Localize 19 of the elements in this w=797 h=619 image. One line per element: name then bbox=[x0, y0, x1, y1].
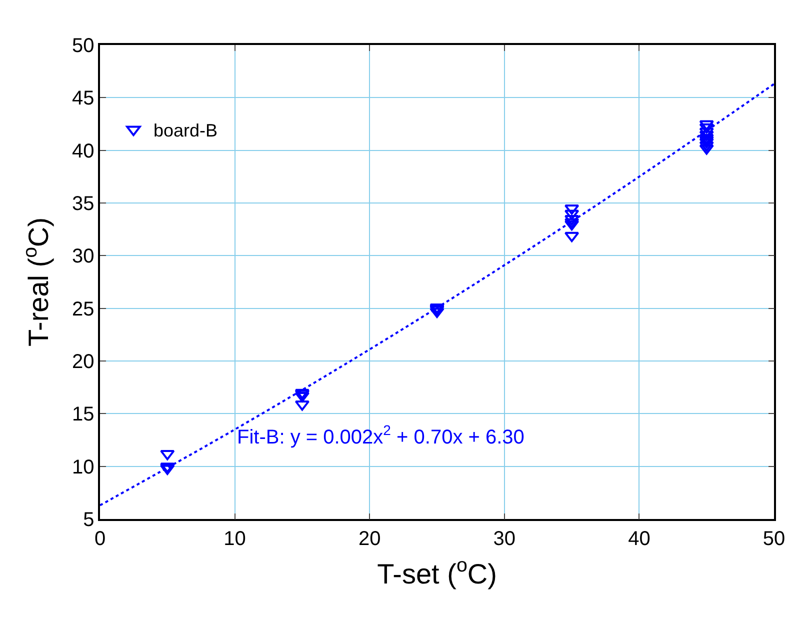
x-tick-label: 20 bbox=[358, 528, 381, 550]
x-tick-label: 10 bbox=[224, 528, 246, 550]
y-tick-label: 5 bbox=[83, 509, 94, 531]
y-tick-label: 25 bbox=[72, 298, 94, 320]
y-tick-label: 50 bbox=[72, 35, 94, 57]
y-tick-label: 45 bbox=[72, 88, 94, 110]
legend-label: board-B bbox=[153, 120, 218, 141]
x-tick-label: 0 bbox=[94, 528, 106, 550]
annotation: Fit-B: y = 0.002x$^{2}$ + 0.70x + 6.30 bbox=[237, 422, 524, 448]
y-tick-label: 20 bbox=[72, 351, 94, 373]
y-tick-label: 40 bbox=[72, 140, 94, 162]
y-tick-label: 30 bbox=[72, 246, 94, 268]
y-tick-label: 15 bbox=[72, 404, 94, 426]
x-tick-label: 50 bbox=[762, 528, 786, 550]
y-tick-label: 10 bbox=[72, 456, 94, 478]
x-tick-label: 40 bbox=[628, 528, 650, 550]
x-tick-label: 30 bbox=[493, 528, 516, 550]
x-axis-title: T-set ($^{o}$C) bbox=[377, 554, 497, 590]
y-tick-label: 35 bbox=[72, 193, 94, 215]
